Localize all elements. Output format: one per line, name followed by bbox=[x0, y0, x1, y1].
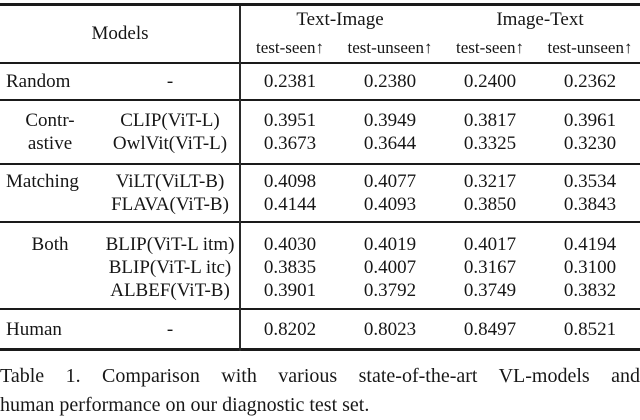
section-random: Random - 0.2381 0.2380 0.2400 0.2362 bbox=[0, 64, 640, 99]
value-cell: 0.3961 bbox=[563, 110, 617, 131]
results-table: Models Text-Image Image-Text test-seen↑ … bbox=[0, 3, 640, 351]
vertical-divider-rule bbox=[239, 5, 241, 351]
value-cell: 0.4144 bbox=[263, 194, 317, 215]
group-label: Both bbox=[31, 234, 69, 255]
value-cell: 0.3832 bbox=[563, 280, 617, 301]
section-human: Human - 0.8202 0.8023 0.8497 0.8521 bbox=[0, 310, 640, 348]
value-cell: 0.3749 bbox=[463, 280, 517, 301]
table-row-clip: CLIP(ViT-L) 0.3951 0.3949 0.3817 0.3961 bbox=[100, 109, 640, 132]
subheader-test-seen-1: test-seen↑ bbox=[256, 37, 324, 57]
value-cell: 0.3949 bbox=[363, 110, 417, 131]
table-bottom-rule bbox=[0, 348, 640, 351]
model-name: - bbox=[166, 71, 174, 92]
value-cell: 0.2381 bbox=[263, 71, 317, 92]
model-name: CLIP(ViT-L) bbox=[120, 110, 220, 131]
group-label-col: Contr- astive bbox=[0, 109, 100, 155]
value-cell: 0.3843 bbox=[563, 194, 617, 215]
horizontal-rule bbox=[0, 308, 640, 310]
table-header: Models Text-Image Image-Text test-seen↑ … bbox=[0, 6, 640, 63]
model-name: ALBEF(ViT-B) bbox=[110, 280, 230, 301]
model-name: OwlVit(ViT-L) bbox=[112, 133, 228, 154]
value-cell: 0.8202 bbox=[263, 318, 317, 340]
value-cell: 0.3673 bbox=[263, 133, 317, 154]
table-row-human: - 0.8202 0.8023 0.8497 0.8521 bbox=[100, 318, 640, 341]
model-name: - bbox=[166, 318, 174, 340]
value-cell: 0.3835 bbox=[263, 257, 317, 278]
value-cell: 0.3217 bbox=[463, 171, 517, 192]
group-label: Contr- bbox=[25, 110, 75, 131]
subheader-test-unseen-2: test-unseen↑ bbox=[547, 37, 633, 57]
horizontal-rule bbox=[0, 62, 640, 64]
value-cell: 0.3817 bbox=[463, 110, 517, 131]
value-cell: 0.3644 bbox=[363, 133, 417, 154]
value-cell: 0.4007 bbox=[363, 257, 417, 278]
value-cell: 0.4194 bbox=[563, 234, 617, 255]
value-cell: 0.2400 bbox=[463, 71, 517, 92]
table-row-blip-itc: BLIP(ViT-L itc) 0.3835 0.4007 0.3167 0.3… bbox=[100, 256, 640, 279]
value-cell: 0.4098 bbox=[263, 171, 317, 192]
value-cell: 0.8023 bbox=[363, 318, 417, 340]
group-label-col: Random bbox=[0, 70, 100, 93]
model-name: BLIP(ViT-L itm) bbox=[105, 234, 235, 255]
value-cell: 0.2380 bbox=[363, 71, 417, 92]
section-matching: Matching ViLT(ViLT-B) 0.4098 0.4077 0.32… bbox=[0, 165, 640, 221]
section-rows: - 0.2381 0.2380 0.2400 0.2362 bbox=[100, 70, 640, 93]
section-rows: CLIP(ViT-L) 0.3951 0.3949 0.3817 0.3961 … bbox=[100, 109, 640, 155]
table-top-rule bbox=[0, 3, 640, 6]
group-label: astive bbox=[27, 133, 73, 154]
value-cell: 0.3850 bbox=[463, 194, 517, 215]
value-cell: 0.3100 bbox=[563, 257, 617, 278]
metric-subheader-row: test-seen↑ test-unseen↑ test-seen↑ test-… bbox=[240, 34, 640, 63]
table-row-owlvit: OwlVit(ViT-L) 0.3673 0.3644 0.3325 0.323… bbox=[100, 132, 640, 155]
metric-group-header-row: Text-Image Image-Text bbox=[240, 6, 640, 34]
group-label-col: Human bbox=[0, 318, 100, 341]
caption-line-2: human performance on our diagnostic test… bbox=[0, 393, 370, 416]
group-label: Matching bbox=[6, 171, 79, 192]
horizontal-rule bbox=[0, 99, 640, 101]
value-cell: 0.4017 bbox=[463, 234, 517, 255]
horizontal-rule bbox=[0, 163, 640, 165]
model-name: BLIP(ViT-L itc) bbox=[108, 257, 232, 278]
table-row-blip-itm: BLIP(ViT-L itm) 0.4030 0.4019 0.4017 0.4… bbox=[100, 233, 640, 256]
caption-line-1: Table 1. Comparison with various state-o… bbox=[0, 364, 640, 387]
value-cell: 0.4093 bbox=[363, 194, 417, 215]
metric-header-block: Text-Image Image-Text test-seen↑ test-un… bbox=[240, 6, 640, 63]
subheader-test-unseen-1: test-unseen↑ bbox=[347, 37, 433, 57]
value-cell: 0.3167 bbox=[463, 257, 517, 278]
value-cell: 0.4030 bbox=[263, 234, 317, 255]
group-label: Human bbox=[6, 318, 62, 340]
value-cell: 0.3792 bbox=[363, 280, 417, 301]
header-image-text: Image-Text bbox=[496, 8, 584, 30]
value-cell: 0.2362 bbox=[563, 71, 617, 92]
value-cell: 0.4019 bbox=[363, 234, 417, 255]
value-cell: 0.3534 bbox=[563, 171, 617, 192]
section-contrastive: Contr- astive CLIP(ViT-L) 0.3951 0.3949 … bbox=[0, 101, 640, 163]
section-both: Both BLIP(ViT-L itm) 0.4030 0.4019 0.401… bbox=[0, 223, 640, 308]
section-rows: ViLT(ViLT-B) 0.4098 0.4077 0.3217 0.3534… bbox=[100, 170, 640, 216]
subheader-test-seen-2: test-seen↑ bbox=[456, 37, 524, 57]
value-cell: 0.3230 bbox=[563, 133, 617, 154]
models-header-cell: Models bbox=[91, 22, 149, 44]
header-text-image: Text-Image bbox=[296, 8, 384, 30]
table-row-flava: FLAVA(ViT-B) 0.4144 0.4093 0.3850 0.3843 bbox=[100, 193, 640, 216]
value-cell: 0.3951 bbox=[263, 110, 317, 131]
section-rows: BLIP(ViT-L itm) 0.4030 0.4019 0.4017 0.4… bbox=[100, 233, 640, 302]
value-cell: 0.8497 bbox=[463, 318, 517, 340]
value-cell: 0.3325 bbox=[463, 133, 517, 154]
value-cell: 0.4077 bbox=[363, 171, 417, 192]
section-rows: - 0.8202 0.8023 0.8497 0.8521 bbox=[100, 318, 640, 341]
group-label-col: Both bbox=[0, 233, 100, 302]
table-row-random: - 0.2381 0.2380 0.2400 0.2362 bbox=[100, 70, 640, 93]
model-name: ViLT(ViLT-B) bbox=[115, 171, 225, 192]
model-name: FLAVA(ViT-B) bbox=[111, 194, 229, 215]
value-cell: 0.8521 bbox=[563, 318, 617, 340]
group-label-col: Matching bbox=[0, 170, 100, 216]
table-caption: Table 1. Comparison with various state-o… bbox=[0, 362, 640, 420]
horizontal-rule bbox=[0, 221, 640, 223]
table-row-vilt: ViLT(ViLT-B) 0.4098 0.4077 0.3217 0.3534 bbox=[100, 170, 640, 193]
group-label: Random bbox=[6, 71, 71, 92]
table-row-albef: ALBEF(ViT-B) 0.3901 0.3792 0.3749 0.3832 bbox=[100, 279, 640, 302]
value-cell: 0.3901 bbox=[263, 280, 317, 301]
